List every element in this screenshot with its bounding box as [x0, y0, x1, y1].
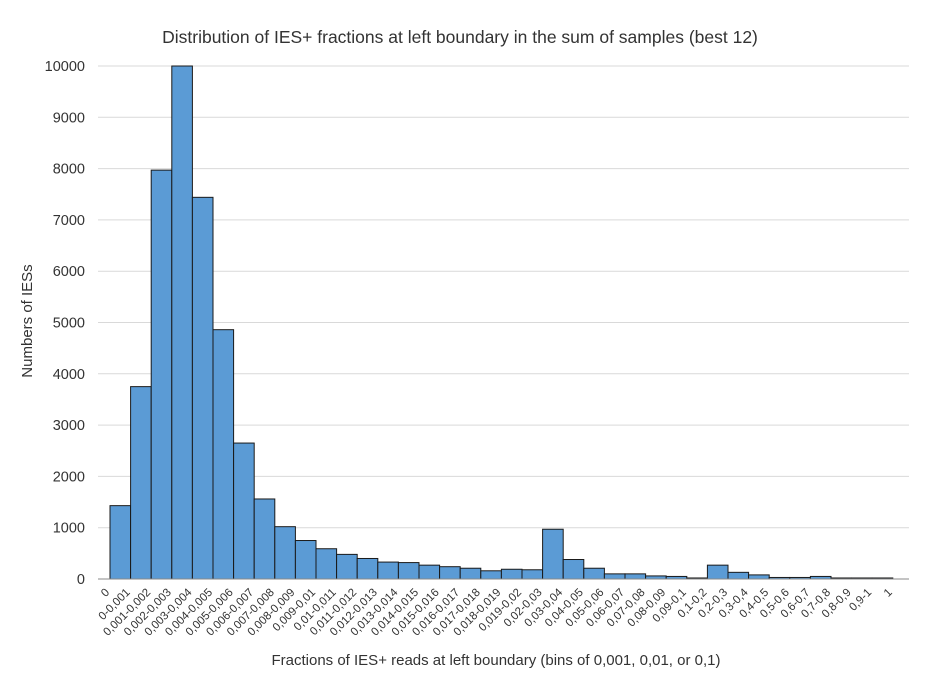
bar	[727, 571, 750, 580]
x-tick-label: 0,9-1	[847, 587, 874, 614]
bar	[583, 567, 605, 580]
x-axis-label: Fractions of IES+ reads at left boundary…	[271, 652, 720, 669]
bar	[171, 65, 193, 580]
y-tick-label: 6000	[53, 264, 85, 280]
bar	[315, 548, 338, 580]
x-axis-ticks: 00-0,0010,001-0,0020,002-0,0030,003-0,00…	[97, 586, 895, 638]
y-tick-label: 2000	[53, 469, 85, 485]
bar	[603, 573, 626, 580]
bar	[439, 566, 461, 580]
bar	[109, 505, 132, 580]
chart-title: Distribution of IES+ fractions at left b…	[162, 27, 758, 47]
bars	[109, 65, 894, 580]
bar	[706, 564, 729, 580]
x-tick-label: 1	[882, 587, 895, 600]
y-axis-label: Numbers of IESs	[19, 264, 36, 377]
y-axis-ticks: 0 1000 2000 3000 4000 5000 6000 7000 8000 9000 100…	[45, 59, 85, 588]
bar	[480, 570, 502, 580]
bar	[212, 329, 235, 580]
y-tick-label: 10000	[45, 59, 85, 75]
bar	[253, 498, 276, 580]
bar	[397, 562, 420, 580]
bar	[377, 561, 399, 580]
bar	[459, 567, 482, 580]
bar	[150, 169, 173, 580]
y-tick-label: 8000	[53, 162, 85, 178]
bar	[233, 442, 255, 580]
y-tick-label: 1000	[53, 521, 85, 537]
bar	[521, 569, 544, 580]
y-tick-label: 0	[77, 572, 85, 588]
x-tick-label: 0	[99, 587, 112, 600]
bar	[336, 553, 358, 580]
y-tick-label: 4000	[53, 367, 85, 383]
bar	[191, 196, 214, 580]
bar	[748, 574, 770, 580]
y-tick-label: 7000	[53, 213, 85, 229]
bar	[274, 526, 296, 580]
bar	[562, 559, 585, 580]
y-tick-label: 5000	[53, 316, 85, 332]
y-tick-label: 3000	[53, 418, 85, 434]
bar	[294, 540, 317, 580]
bar	[542, 528, 564, 580]
bar	[500, 568, 523, 580]
bar	[356, 557, 379, 580]
y-tick-label: 9000	[53, 110, 85, 126]
bar	[624, 573, 647, 580]
bar	[130, 386, 152, 580]
bar	[418, 564, 441, 580]
